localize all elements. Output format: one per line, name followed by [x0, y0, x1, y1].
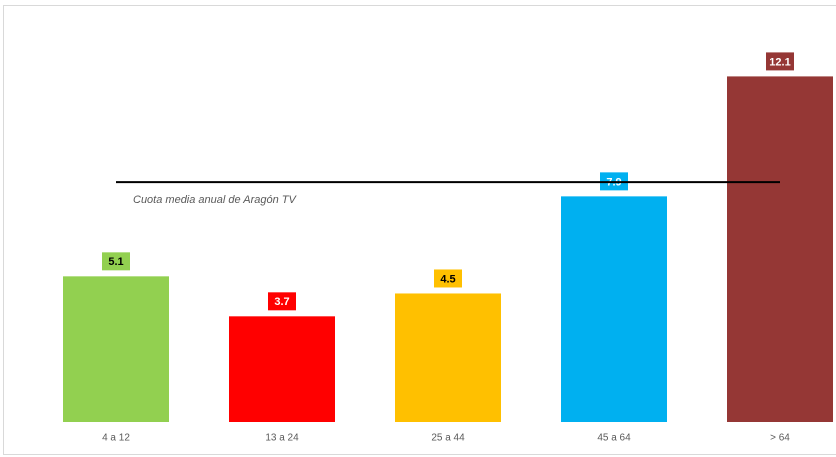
reference-label: Cuota media anual de Aragón TV: [133, 194, 298, 206]
x-tick-label: > 64: [770, 433, 790, 444]
value-label: 5.1: [108, 256, 123, 268]
x-tick-label: 45 a 64: [597, 433, 631, 444]
bar: [727, 76, 833, 422]
x-tick-label: 13 a 24: [265, 433, 299, 444]
value-label-box: [766, 52, 794, 71]
value-label-box: [268, 292, 296, 311]
x-tick-label: 4 a 12: [102, 433, 130, 444]
bar: [229, 316, 335, 422]
value-label: 12.1: [769, 56, 790, 68]
value-label-box: [102, 252, 130, 271]
chart-frame: [3, 5, 836, 455]
bar: [561, 196, 667, 422]
value-label: 3.7: [274, 296, 289, 308]
value-label-box: [434, 269, 462, 288]
bar: [395, 293, 501, 422]
value-label: 4.5: [440, 273, 455, 285]
bar: [63, 276, 169, 422]
x-tick-label: 25 a 44: [431, 433, 465, 444]
